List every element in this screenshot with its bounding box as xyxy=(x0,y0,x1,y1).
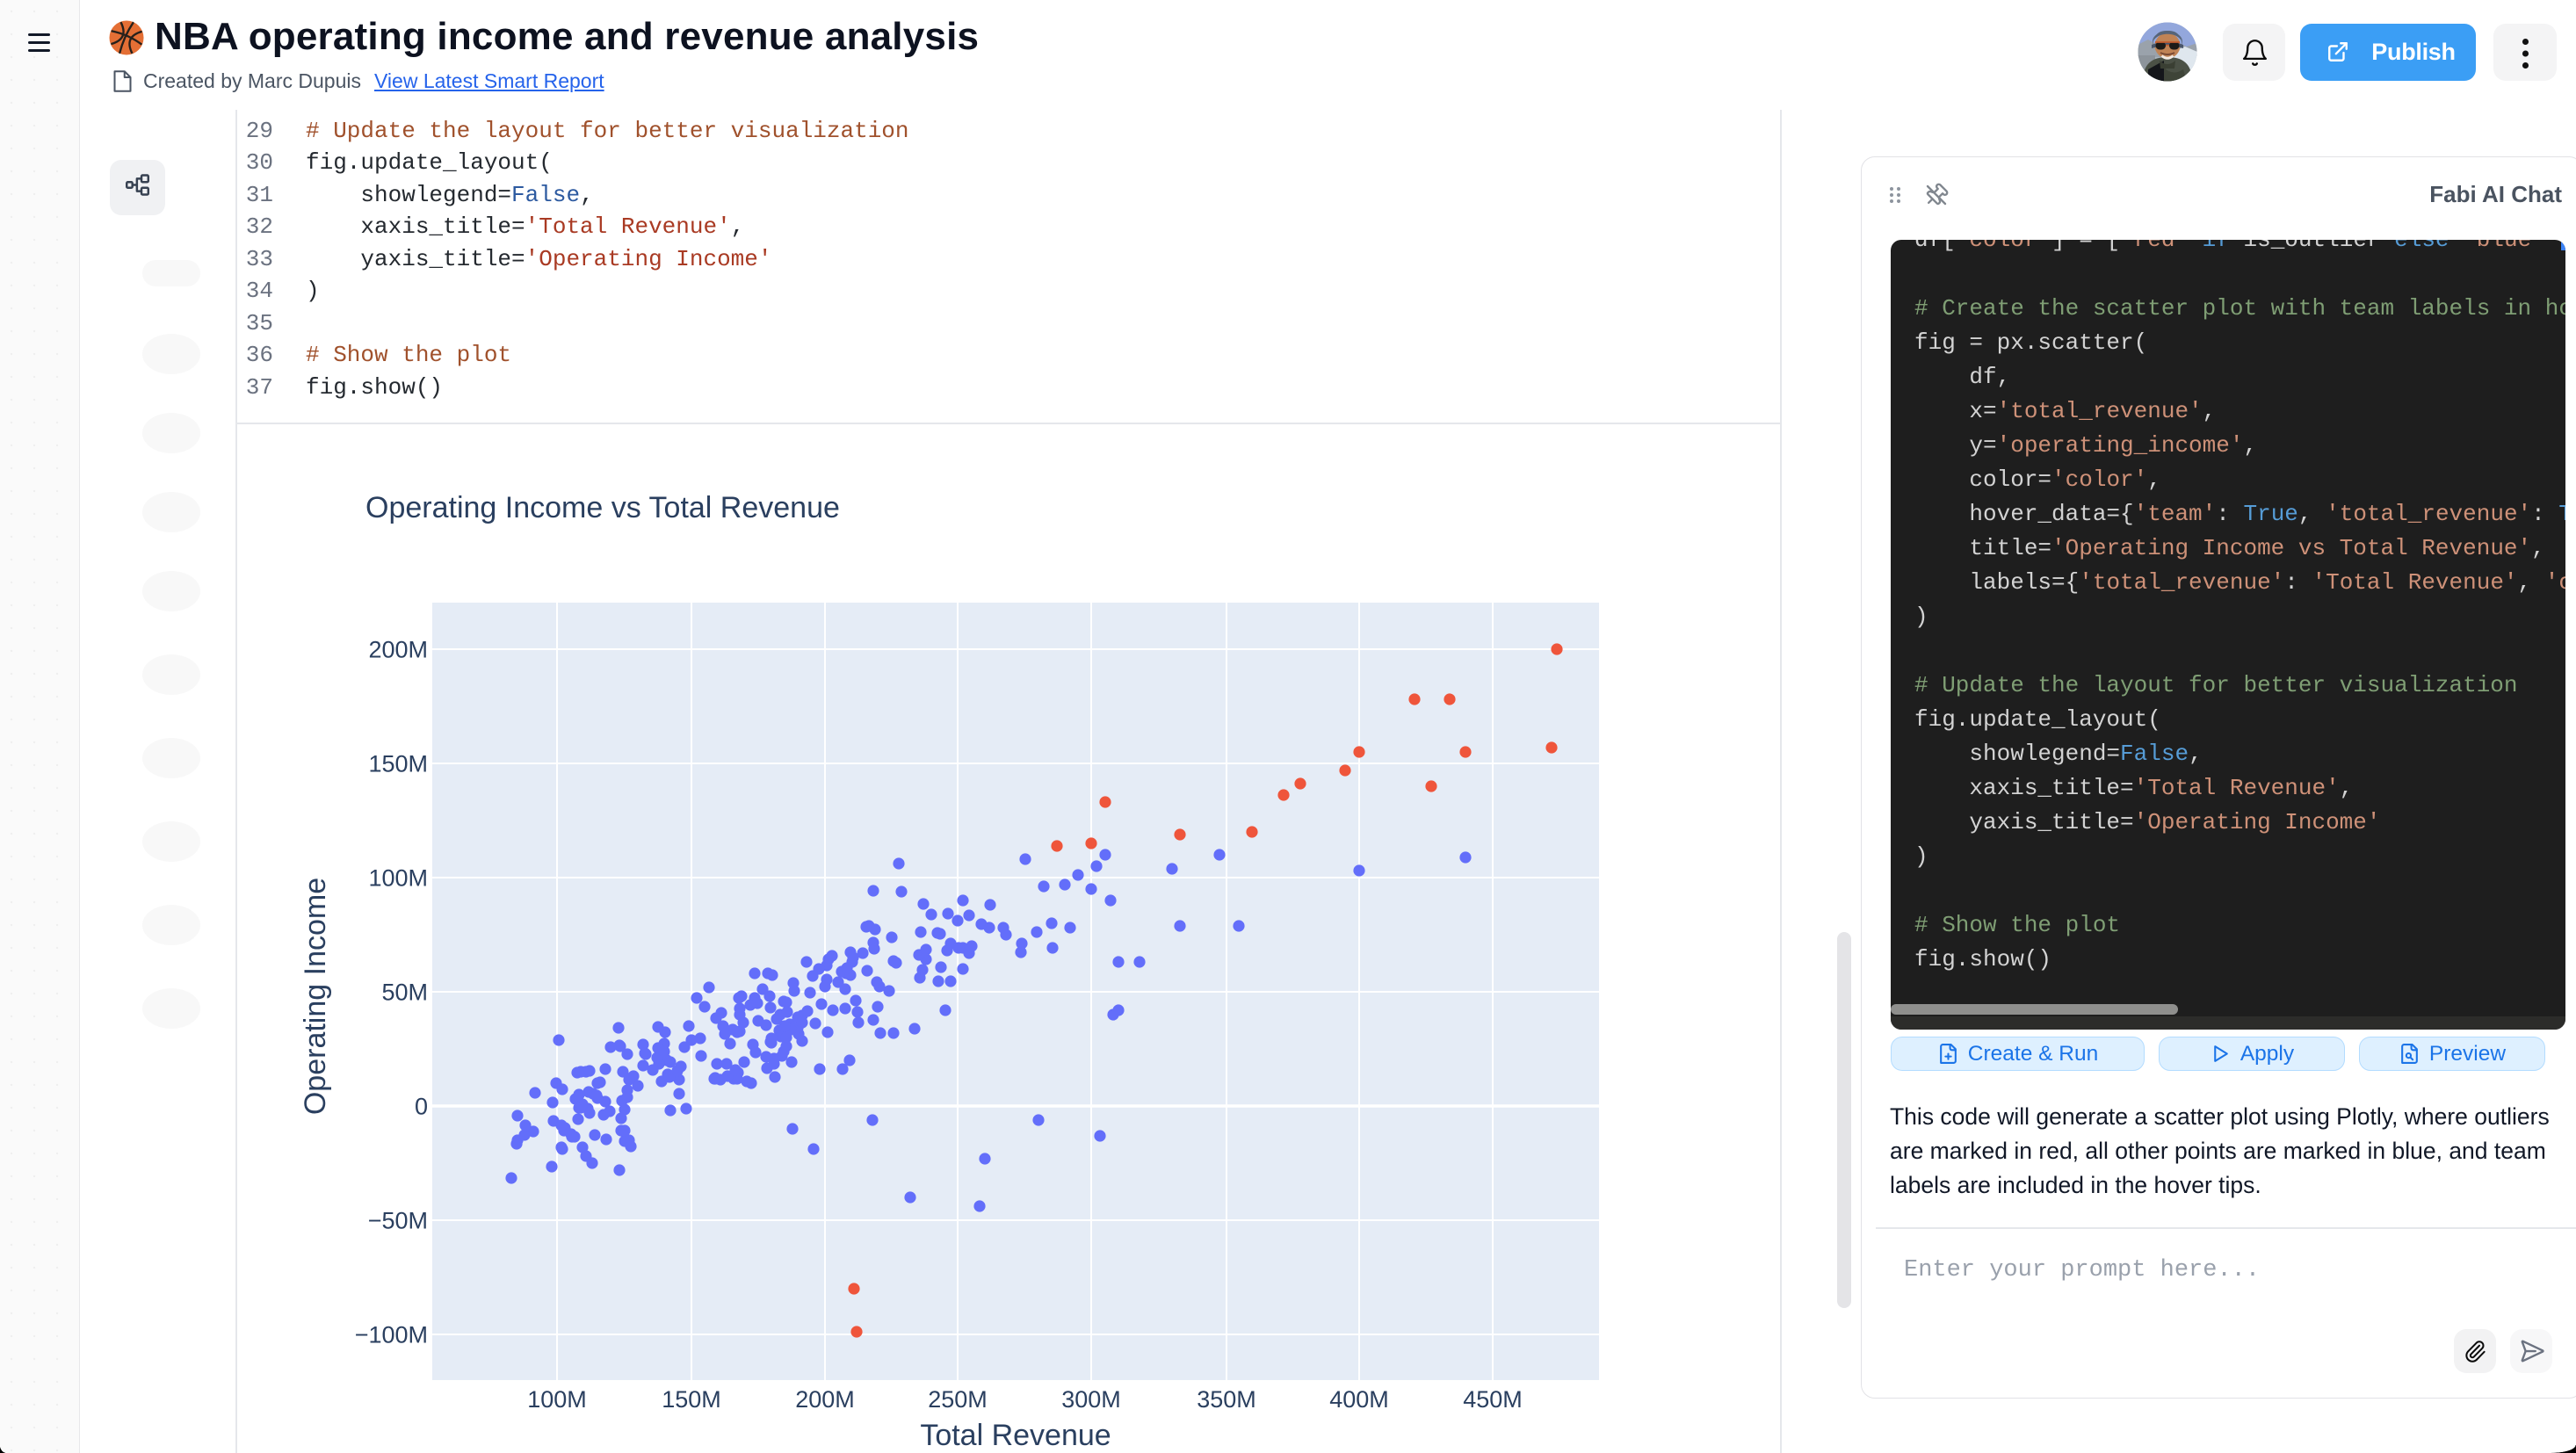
svg-text:−50M: −50M xyxy=(368,1208,428,1234)
svg-text:450M: 450M xyxy=(1463,1386,1523,1413)
svg-text:100M: 100M xyxy=(368,865,428,892)
svg-text:150M: 150M xyxy=(662,1386,721,1413)
svg-text:Total Revenue: Total Revenue xyxy=(920,1419,1111,1452)
svg-text:Operating Income vs Total Reve: Operating Income vs Total Revenue xyxy=(365,491,840,524)
svg-text:350M: 350M xyxy=(1197,1386,1256,1413)
svg-text:−100M: −100M xyxy=(355,1322,428,1348)
svg-text:150M: 150M xyxy=(368,751,428,777)
svg-text:200M: 200M xyxy=(368,637,428,663)
svg-text:Operating Income: Operating Income xyxy=(299,878,332,1115)
svg-text:300M: 300M xyxy=(1061,1386,1121,1413)
svg-text:0: 0 xyxy=(415,1094,428,1120)
svg-text:50M: 50M xyxy=(381,980,428,1006)
svg-text:250M: 250M xyxy=(928,1386,988,1413)
svg-text:100M: 100M xyxy=(527,1386,587,1413)
svg-text:400M: 400M xyxy=(1329,1386,1389,1413)
svg-text:200M: 200M xyxy=(795,1386,855,1413)
